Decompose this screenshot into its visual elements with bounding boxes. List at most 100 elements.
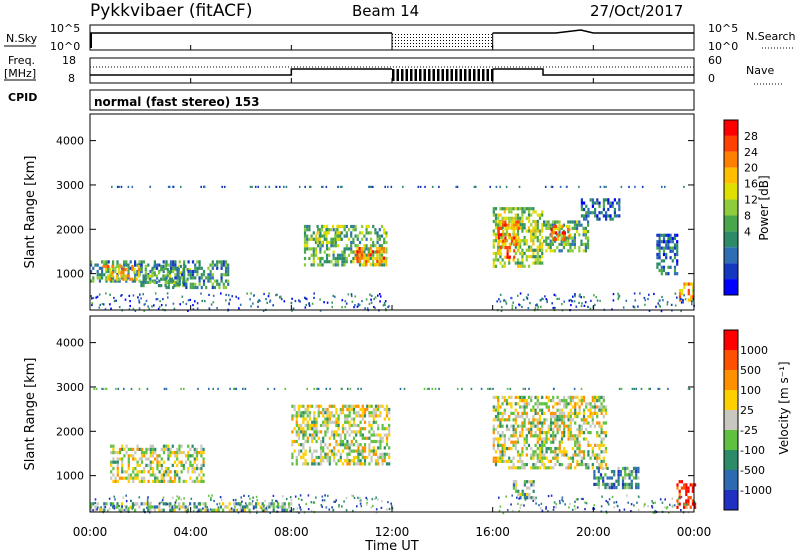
velocity-cell (492, 424, 495, 428)
velocity-cell (297, 404, 301, 408)
x-tick-label: 08:00 (274, 525, 309, 539)
velocity-cell (197, 502, 200, 506)
velocity-cell (315, 439, 318, 444)
power-cell (124, 274, 127, 278)
velocity-speckle (552, 387, 555, 390)
velocity-cell (156, 457, 159, 461)
power-speckle (617, 297, 619, 301)
velocity-speckle (492, 387, 494, 390)
power-cell (323, 234, 326, 238)
power-cell (131, 279, 134, 283)
nsearch-dot (434, 43, 435, 44)
velocity-cell (322, 423, 325, 428)
velocity-cell (685, 492, 688, 497)
power-cell (501, 235, 504, 240)
power-cell (198, 263, 201, 267)
velocity-cell (127, 473, 130, 477)
velocity-cell (600, 463, 603, 467)
velocity-cell (541, 408, 544, 412)
power-speckle (137, 296, 139, 299)
velocity-cell (374, 449, 378, 453)
nsearch-dot (425, 34, 426, 35)
power-cell (583, 214, 586, 218)
velocity-cell (322, 411, 325, 415)
power-cell (140, 269, 143, 274)
velocity-cell (563, 399, 566, 403)
power-cell (576, 220, 579, 224)
velocity-cell (306, 404, 309, 408)
nave-tick-top: 60 (708, 54, 722, 67)
power-cell (549, 223, 552, 227)
velocity-cell (158, 505, 161, 509)
velocity-cell (388, 462, 391, 466)
velocity-cell (549, 415, 553, 419)
power-cell (114, 266, 117, 270)
power-cell (510, 210, 513, 214)
velocity-speckle (657, 387, 659, 390)
velocity-speckle (561, 496, 564, 499)
power-cell (516, 207, 520, 211)
velocity-speckle (387, 501, 389, 504)
velocity-cell (530, 399, 533, 403)
power-cell (578, 223, 581, 227)
power-cell (494, 264, 498, 268)
velocity-cell (532, 483, 535, 487)
power-cell (513, 223, 516, 227)
power-cell (122, 271, 125, 275)
power-cell (196, 260, 199, 264)
velocity-speckle (528, 387, 530, 390)
power-cell (541, 223, 544, 227)
velocity-cell (523, 418, 526, 422)
nsearch-dot (404, 46, 405, 47)
velocity-cell (291, 417, 294, 421)
power-cell (492, 213, 495, 217)
velocity-cell (293, 427, 296, 431)
velocity-cell (295, 423, 298, 428)
velocity-cell (335, 407, 338, 412)
velocity-cell (180, 470, 183, 474)
power-cell (517, 249, 520, 253)
power-cell (354, 224, 357, 229)
power-cell (374, 244, 377, 248)
power-speckle (682, 301, 684, 304)
velocity-cell (352, 449, 356, 453)
power-cell (330, 260, 333, 264)
power-cell (519, 245, 522, 249)
power-cell (571, 249, 574, 253)
velocity-cell (134, 457, 137, 461)
velocity-cell (385, 433, 389, 437)
velocity-cell (523, 496, 526, 500)
power-speckle (196, 307, 199, 310)
velocity-speckle (461, 387, 463, 390)
velocity-cell (377, 414, 380, 418)
nsearch-dot (428, 43, 429, 44)
velocity-cell (324, 411, 327, 415)
velocity-cell (198, 479, 201, 483)
power-cell (378, 228, 381, 232)
velocity-cell (176, 457, 179, 461)
velocity-speckle (262, 509, 265, 512)
velocity-cell (132, 447, 135, 451)
velocity-cell (512, 434, 515, 438)
power-speckle (658, 304, 661, 307)
power-cell (196, 285, 199, 290)
power-cell (587, 207, 590, 212)
power-cell (676, 259, 679, 263)
velocity-speckle (133, 504, 135, 507)
velocity-cell (585, 405, 588, 409)
velocity-cell (237, 502, 240, 506)
nsearch-dot (428, 40, 429, 41)
power-cell (602, 207, 605, 212)
power-cell (109, 271, 112, 275)
velocity-cell (574, 402, 577, 406)
velocity-cell (244, 505, 247, 509)
power-speckle (111, 185, 113, 188)
nsearch-dot (398, 43, 399, 44)
power-cell (340, 231, 343, 235)
power-speckle (620, 185, 623, 188)
power-cell (508, 219, 511, 224)
power-speckle (628, 185, 630, 188)
power-cell (576, 226, 579, 230)
power-speckle (204, 300, 206, 303)
nsearch-dot (425, 40, 426, 41)
